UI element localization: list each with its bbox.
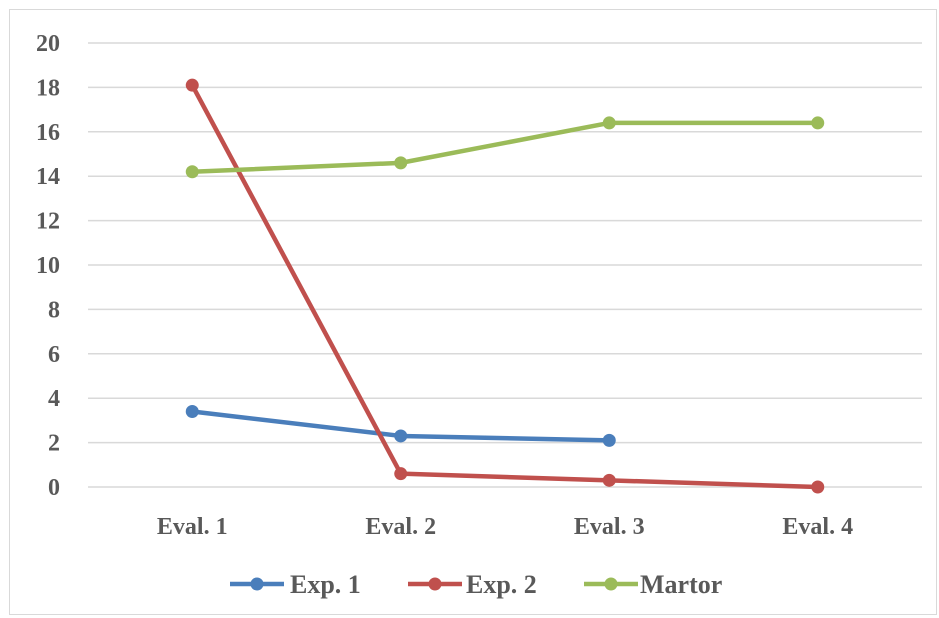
gridlines [88,42,922,488]
x-tick-label: Eval. 1 [157,514,228,540]
y-tick-label: 18 [36,75,60,101]
y-tick-label: 14 [36,164,60,190]
series-layer [185,78,825,494]
legend-label: Exp. 2 [466,570,537,599]
y-axis-ticks: 0 2 4 6 8 10 12 14 16 18 20 [36,31,60,501]
y-tick-label: 6 [48,342,60,368]
legend-swatch-marker [604,577,618,591]
data-point [185,78,199,92]
chart-frame [9,9,937,615]
legend-item: Exp. 1 [230,570,361,599]
series-line [190,82,820,490]
legend: Exp. 1 Exp. 2 Martor [230,570,722,599]
data-point [185,405,199,419]
data-point [602,433,616,447]
y-tick-label: 12 [36,209,60,235]
x-tick-label: Eval. 4 [782,514,853,540]
x-tick-label: Eval. 2 [365,514,436,540]
data-point [394,429,408,443]
data-point [394,467,408,481]
x-tick-label: Eval. 3 [574,514,645,540]
data-point [394,156,408,170]
y-tick-label: 16 [36,120,60,146]
legend-item: Martor [584,570,722,599]
data-point [185,165,199,179]
series-exp-1 [185,405,616,447]
series-exp-2 [185,78,825,494]
data-point [602,116,616,130]
y-tick-label: 10 [36,253,60,279]
legend-label: Exp. 1 [290,570,361,599]
x-axis-ticks: Eval. 1 Eval. 2 Eval. 3 Eval. 4 [157,514,853,540]
data-point [811,116,825,130]
y-tick-label: 20 [36,31,60,57]
y-tick-label: 8 [48,297,60,323]
y-tick-label: 4 [48,386,60,412]
data-point [811,480,825,494]
y-tick-label: 0 [48,475,60,501]
series-line [190,120,820,175]
series-martor [185,116,825,179]
legend-item: Exp. 2 [408,570,537,599]
data-point [602,473,616,487]
legend-label: Martor [640,570,722,599]
legend-swatch-marker [250,577,264,591]
legend-swatch-marker [428,577,442,591]
y-tick-label: 2 [48,431,60,457]
